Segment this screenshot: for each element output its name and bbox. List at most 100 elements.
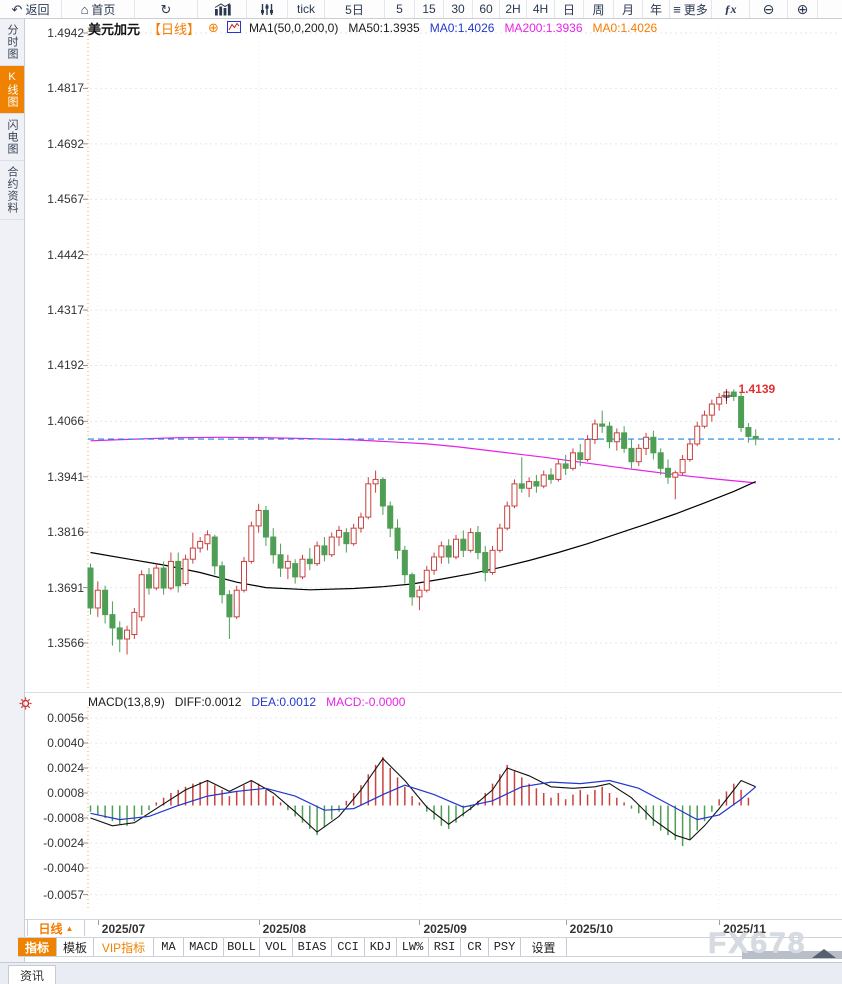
period-5min-button[interactable]: 5 [385, 0, 415, 18]
ma-legend-item: MA0:1.4026 [592, 21, 658, 35]
more-button[interactable]: ≡ 更多 [670, 0, 712, 18]
macd-tick-label: 0.0008 [47, 786, 84, 800]
macd-tick-label: 0.0056 [47, 711, 84, 725]
tab-cr[interactable]: CR [461, 938, 489, 956]
period-2h-button[interactable]: 2H [500, 0, 527, 18]
zoom-in-icon: ⊕ [796, 1, 809, 17]
period-tag: 【日线】 [148, 21, 201, 37]
sidebar-item-time-chart[interactable]: 分时图 [0, 19, 24, 66]
indicator-settings-icon[interactable] [19, 697, 32, 715]
tab-bias[interactable]: BIAS [293, 938, 332, 956]
price-tick-label: 1.4567 [47, 192, 84, 207]
indicator-tab-bar: 指标 模板 VIP指标 MA MACD BOLL VOL BIAS CCI KDJ LW% RSI CR… [18, 937, 842, 957]
price-tick-label: 1.4317 [47, 303, 84, 318]
panel-divider[interactable] [25, 692, 842, 693]
price-tick-label: 1.3691 [47, 580, 84, 595]
tab-template[interactable]: 模板 [57, 938, 94, 956]
period-dropdown-label: 日线 [38, 921, 63, 936]
collapse-handle-icon[interactable] [812, 949, 836, 958]
macd-tick-label: -0.0008 [43, 811, 84, 825]
chart-type-sidebar: 分时图 K线图 闪电图 合约资料 [0, 19, 25, 962]
zoom-out-button[interactable]: ⊖ [750, 0, 788, 18]
toolbar-label: 日 [562, 2, 575, 17]
price-axis: 1.4942 1.4817 1.4692 1.4567 1.4442 1.4317 1.41… [28, 19, 84, 693]
tab-rsi[interactable]: RSI [429, 938, 461, 956]
sidebar-item-contract-info[interactable]: 合约资料 [0, 161, 24, 220]
tab-indicator[interactable]: 指标 [18, 938, 57, 956]
back-icon: ↶ [11, 1, 23, 17]
price-tick-label: 1.3941 [47, 469, 84, 484]
macd-chart-canvas[interactable] [25, 693, 842, 918]
news-tab[interactable]: 资讯 [8, 965, 56, 984]
tab-cci[interactable]: CCI [332, 938, 365, 956]
back-button[interactable]: ↶ 返回 [0, 0, 62, 18]
tab-kdj[interactable]: KDJ [365, 938, 397, 956]
period-dropdown[interactable]: 日线 ▲ [27, 920, 85, 936]
tab-vip-indicator[interactable]: VIP指标 [94, 938, 154, 956]
toolbar-label: 返回 [25, 2, 50, 17]
dropdown-arrow-icon: ▲ [65, 923, 74, 933]
toolbar-label: 月 [621, 2, 634, 17]
home-icon: ⌂ [80, 1, 89, 17]
period-30min-button[interactable]: 30 [444, 0, 473, 18]
tab-ma[interactable]: MA [154, 938, 184, 956]
toolbar-label: 4H [532, 2, 549, 16]
tab-psy[interactable]: PSY [489, 938, 521, 956]
zoom-in-button[interactable]: ⊕ [788, 0, 818, 18]
chart-type-button[interactable] [198, 0, 247, 18]
period-5day-button[interactable]: 5日 [325, 0, 385, 18]
period-month-button[interactable]: 月 [614, 0, 643, 18]
price-tick-label: 1.3566 [47, 635, 84, 650]
period-60min-button[interactable]: 60 [473, 0, 500, 18]
period-tick-button[interactable]: tick [288, 0, 325, 18]
toolbar-label: 更多 [683, 2, 708, 17]
period-week-button[interactable]: 周 [584, 0, 614, 18]
tab-settings[interactable]: 设置 [521, 938, 567, 956]
tab-macd[interactable]: MACD [184, 938, 224, 956]
toolbar-label: 5 [396, 2, 403, 16]
toolbar-label: 年 [649, 2, 662, 17]
period-4h-button[interactable]: 4H [527, 0, 555, 18]
month-label: 2025/09 [423, 922, 467, 936]
sliders-icon [260, 3, 274, 16]
macd-tick-label: -0.0024 [43, 836, 84, 850]
macd-axis: 0.0056 0.0040 0.0024 0.0008 -0.0008 -0.0024 -0… [28, 693, 84, 918]
period-year-button[interactable]: 年 [643, 0, 670, 18]
month-label: 2025/08 [262, 922, 307, 936]
ma-legend-item: MA50:1.3935 [348, 21, 420, 35]
ma-legend-item: MA200:1.3936 [504, 21, 583, 35]
zoom-out-icon: ⊖ [762, 1, 775, 17]
indicator-settings-button[interactable] [247, 0, 288, 18]
month-tick [97, 920, 99, 925]
time-axis-row: 日线 ▲ 2025/07 2025/08 2025/09 2025/10 2025/11 [25, 919, 842, 936]
toolbar-label: 30 [451, 2, 465, 16]
sidebar-item-kline-chart[interactable]: K线图 [0, 66, 24, 114]
ma-legend-item: MA0:1.4026 [429, 21, 495, 35]
tab-lw[interactable]: LW% [397, 938, 429, 956]
main-chart-canvas[interactable]: 1.4139 [25, 19, 842, 693]
home-button[interactable]: ⌂ 首页 [62, 0, 135, 18]
period-15min-button[interactable]: 15 [415, 0, 444, 18]
price-tick-label: 1.4942 [47, 26, 84, 40]
macd-tick-label: -0.0040 [43, 861, 84, 875]
refresh-button[interactable]: ↻ [135, 0, 198, 18]
toolbar-label: 5日 [345, 2, 364, 17]
kline-icon [226, 20, 241, 36]
month-tick [719, 920, 721, 925]
toolbar-label: 周 [592, 2, 605, 17]
add-indicator-icon[interactable]: ⊕ [208, 20, 219, 35]
svg-text:1.4139: 1.4139 [738, 382, 775, 396]
period-day-button[interactable]: 日 [555, 0, 584, 18]
toolbar-label: 60 [479, 2, 493, 16]
menu-icon: ≡ [673, 1, 681, 17]
tab-vol[interactable]: VOL [260, 938, 293, 956]
ma-legend-item: MA1(50,0,200,0) [248, 21, 339, 35]
fx-indicator-button[interactable]: ƒx [712, 0, 750, 18]
tab-boll[interactable]: BOLL [224, 938, 260, 956]
top-toolbar: ↶ 返回 ⌂ 首页 ↻ tick 5日 5 15 30 60 2H 4H 日周月年 ≡ 更多 ƒx ⊖ ⊕ [0, 0, 842, 19]
chart-header: 美元加元 【日线】 ⊕ MA1(50,0,200,0) MA50:1.3935 MA… [88, 20, 658, 37]
bottom-bar: 资讯 [0, 962, 842, 984]
macd-tick-label: -0.0057 [43, 887, 84, 902]
sidebar-item-lightning-chart[interactable]: 闪电图 [0, 114, 24, 161]
